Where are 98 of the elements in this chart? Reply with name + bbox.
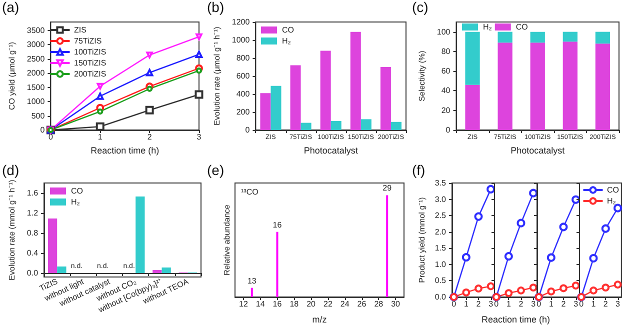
x-tick-label: 3: [574, 300, 579, 308]
x-tick-label: 2: [147, 132, 152, 142]
y-tick-label: 0: [245, 126, 250, 134]
legend-label: H₂: [71, 198, 80, 206]
x-tick-label: 2: [603, 300, 608, 308]
x-tick-label: 0: [48, 132, 54, 142]
x-tick-label: 2: [561, 300, 566, 308]
y-axis-title: Evolution rate (μmol g⁻¹ h⁻¹): [212, 26, 222, 126]
x-tick-label: 3: [196, 132, 202, 142]
y-axis-title: Product yield (mmol g⁻¹): [418, 196, 426, 283]
y-tick-label: 0.0: [26, 268, 39, 278]
y-tick-label: 0.5: [434, 276, 447, 286]
x-tick-label: 26: [357, 300, 367, 308]
x-tick-label: 16: [272, 300, 282, 308]
y-tick-label: 500: [31, 111, 46, 120]
chart-title: (c): [412, 0, 428, 15]
x-tick-label: 1: [591, 300, 596, 308]
x-tick-label: 22: [323, 300, 333, 308]
x-tick-label: 3: [616, 300, 621, 308]
y-tick-label: 40: [441, 86, 451, 96]
y-axis-title: Selectivity (%): [418, 50, 426, 102]
x-tick-label: 0: [494, 300, 500, 308]
x-tick-label: 0: [452, 300, 457, 308]
y-tick-label: 0: [446, 126, 451, 134]
legend-label: H₂: [483, 22, 492, 32]
y-tick-label: 0.8: [26, 228, 39, 238]
y-tick-label: 0.0: [434, 292, 447, 302]
y-tick-label: 600: [236, 72, 250, 80]
x-axis-title: Photocatalyst: [510, 146, 566, 156]
y-tick-label: 1.6: [26, 188, 39, 198]
x-tick-label: 1: [548, 300, 554, 308]
x-tick-label: 24: [340, 300, 350, 308]
annotation: 16: [272, 220, 282, 230]
y-axis-title: Evolution rate (mmol g⁻¹ h⁻¹): [8, 179, 16, 280]
x-tick-label: 12: [238, 300, 248, 308]
x-axis-title: Reaction time (h): [481, 314, 550, 324]
x-axis-title: Reaction time (h): [90, 146, 160, 156]
legend-label: CO: [516, 22, 528, 32]
annotation: 29: [382, 184, 392, 193]
y-tick-label: 80: [441, 46, 451, 56]
x-tick-label: 18: [290, 300, 300, 308]
y-tick-label: 100: [436, 27, 451, 36]
legend-label: ZIS: [74, 26, 86, 34]
legend-label: H₂: [282, 36, 291, 46]
legend-label: 200TiZIS: [74, 70, 106, 78]
x-tick-label: 0: [579, 300, 584, 308]
y-tick-label: 1500: [26, 82, 46, 92]
x-axis-title: Photocatalyst: [304, 146, 358, 156]
y-tick-label: 60: [441, 66, 451, 76]
chart-title: (d): [2, 162, 20, 178]
x-tick-label: 1: [464, 300, 469, 308]
legend-label: CO: [71, 186, 83, 196]
x-tick-label: 1: [98, 132, 103, 142]
chart-title: (a): [2, 0, 20, 15]
legend-label: CO: [607, 186, 619, 194]
y-tick-label: 1000: [26, 97, 46, 106]
y-tick-label: 2500: [26, 54, 46, 64]
y-axis-title: CO yield (μmol g⁻¹): [8, 42, 16, 110]
x-tick-label: 2: [518, 300, 524, 308]
x-tick-label: 30: [391, 300, 401, 308]
y-tick-label: 3.5: [434, 178, 447, 188]
y-tick-label: 200: [236, 108, 250, 116]
annotation: ¹³CO: [241, 188, 258, 196]
x-tick-label: 28: [374, 300, 384, 308]
y-tick-label: 1.0: [434, 260, 447, 269]
y-tick-label: 2.0: [434, 227, 447, 236]
y-tick-label: 400: [236, 90, 250, 98]
legend-label: CO: [282, 26, 294, 34]
x-axis-title: m/z: [312, 314, 328, 324]
y-tick-label: 1.5: [434, 244, 447, 253]
y-tick-label: 3.0: [434, 194, 447, 204]
y-tick-label: 2.5: [434, 211, 447, 220]
y-tick-label: 20: [441, 106, 451, 115]
y-tick-label: 0: [40, 126, 46, 134]
chart-title: (f): [412, 162, 426, 178]
y-axis-title: Relative abundance: [222, 204, 232, 276]
legend-label: 75TiZIS: [74, 36, 102, 46]
y-tick-label: 3000: [26, 40, 46, 50]
y-tick-label: 800: [236, 54, 250, 62]
y-tick-label: 1000: [232, 36, 250, 44]
legend-label: 150TiZIS: [74, 58, 106, 68]
y-tick-label: 2000: [26, 68, 46, 78]
x-tick-label: 3: [531, 300, 536, 308]
y-tick-label: 1200: [232, 18, 250, 26]
y-tick-label: 1.2: [26, 208, 39, 218]
x-tick-label: 0: [536, 300, 542, 308]
y-tick-label: 3500: [26, 26, 46, 36]
x-tick-label: 14: [256, 300, 266, 308]
legend-label: H₂: [607, 196, 616, 206]
chart-title: (b): [207, 0, 224, 15]
annotation: 13: [247, 276, 257, 286]
chart-title: (e): [207, 162, 224, 178]
y-tick-label: 0.4: [26, 248, 39, 258]
x-tick-label: 2: [476, 300, 482, 308]
x-tick-label: 1: [506, 300, 512, 308]
x-tick-label: 3: [488, 300, 494, 308]
x-tick-label: 20: [306, 300, 316, 308]
legend-label: 100TiZIS: [74, 48, 106, 56]
